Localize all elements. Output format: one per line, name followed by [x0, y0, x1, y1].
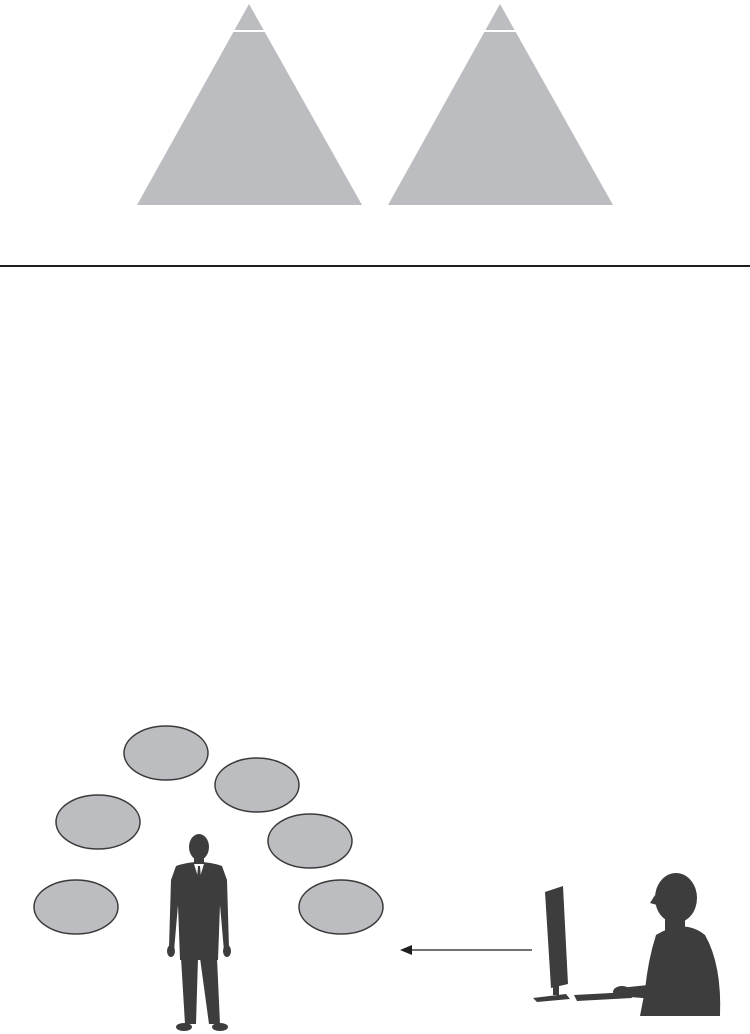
- monitor-icon: [545, 886, 568, 988]
- bubble: [298, 879, 384, 935]
- bubble: [214, 757, 300, 813]
- bubble: [123, 725, 209, 781]
- pyramid-left-body: [137, 4, 362, 205]
- arrow: [400, 945, 532, 955]
- computer-user-icon: [533, 873, 721, 1016]
- bubble: [33, 879, 119, 935]
- pyramid-right: [388, 4, 613, 205]
- business-person-icon: [167, 834, 231, 1031]
- network-figure: [33, 725, 721, 1031]
- pyramid-right-body: [388, 4, 613, 205]
- pyramids-figure: [137, 4, 613, 205]
- pyramid-left: [137, 4, 362, 205]
- bubble: [55, 794, 141, 850]
- bubble: [267, 813, 353, 869]
